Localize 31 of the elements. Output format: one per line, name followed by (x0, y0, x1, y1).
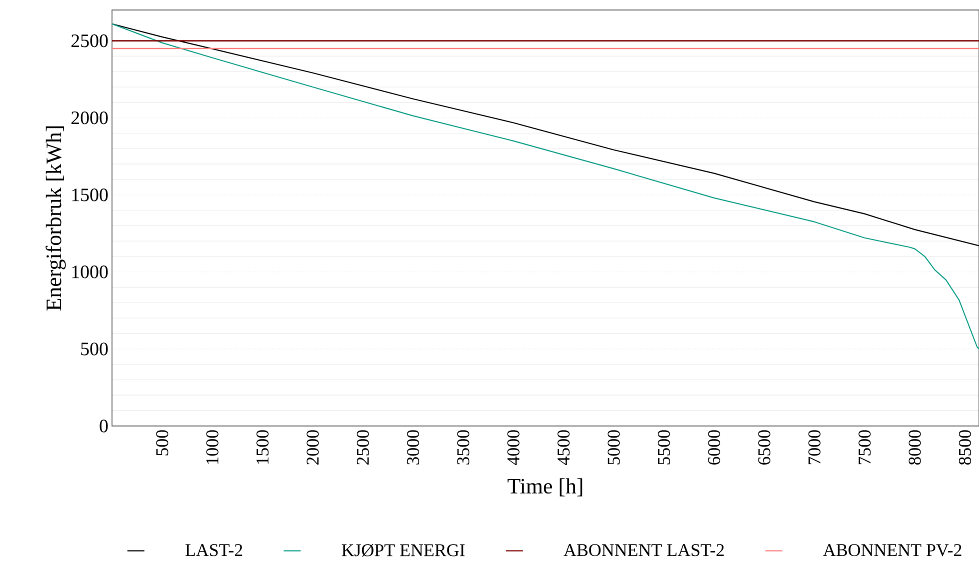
x-tick-label: 2000 (306, 430, 319, 465)
y-tick-label: 0 (100, 420, 108, 432)
x-tick-label: 7500 (858, 430, 871, 464)
x-tick-label: 4000 (507, 430, 520, 466)
x-tick-label: 5500 (658, 430, 670, 464)
y-tick-label: 2500 (71, 34, 108, 48)
x-tick-label: 5000 (608, 430, 620, 464)
x-tick-label: 7000 (808, 430, 820, 464)
x-tick-label: 3000 (407, 430, 420, 465)
line-series (112, 23, 979, 246)
y-tick-label: 1500 (72, 188, 108, 202)
line-series (112, 23, 979, 350)
y-tick-label: 1000 (72, 266, 108, 278)
y-axis-title: Energiforbruk [kWh] (46, 126, 66, 311)
x-tick-label: 6000 (708, 430, 720, 465)
y-tick-label: 500 (81, 342, 108, 356)
legend-label: ABONNENT LAST-2 (564, 544, 724, 556)
x-tick-label: 1500 (256, 430, 269, 464)
x-tick-label: 3500 (457, 430, 470, 465)
x-tick-label: 8000 (908, 430, 921, 465)
x-tick-label: 6500 (758, 430, 770, 465)
x-tick-label: 2500 (356, 430, 369, 465)
legend-label: KJØPT ENERGI (342, 544, 465, 557)
x-tick-label: 500 (156, 430, 168, 456)
x-axis-title: Time [h] (508, 478, 582, 496)
legend-label: ABONNENT PV-2 (823, 544, 962, 556)
x-tick-label: 4500 (558, 430, 570, 466)
legend-label: LAST-2 (185, 544, 242, 556)
x-tick-label: 1000 (206, 430, 218, 464)
y-tick-label: 2000 (71, 111, 108, 124)
x-tick-label: 8500 (958, 430, 972, 465)
